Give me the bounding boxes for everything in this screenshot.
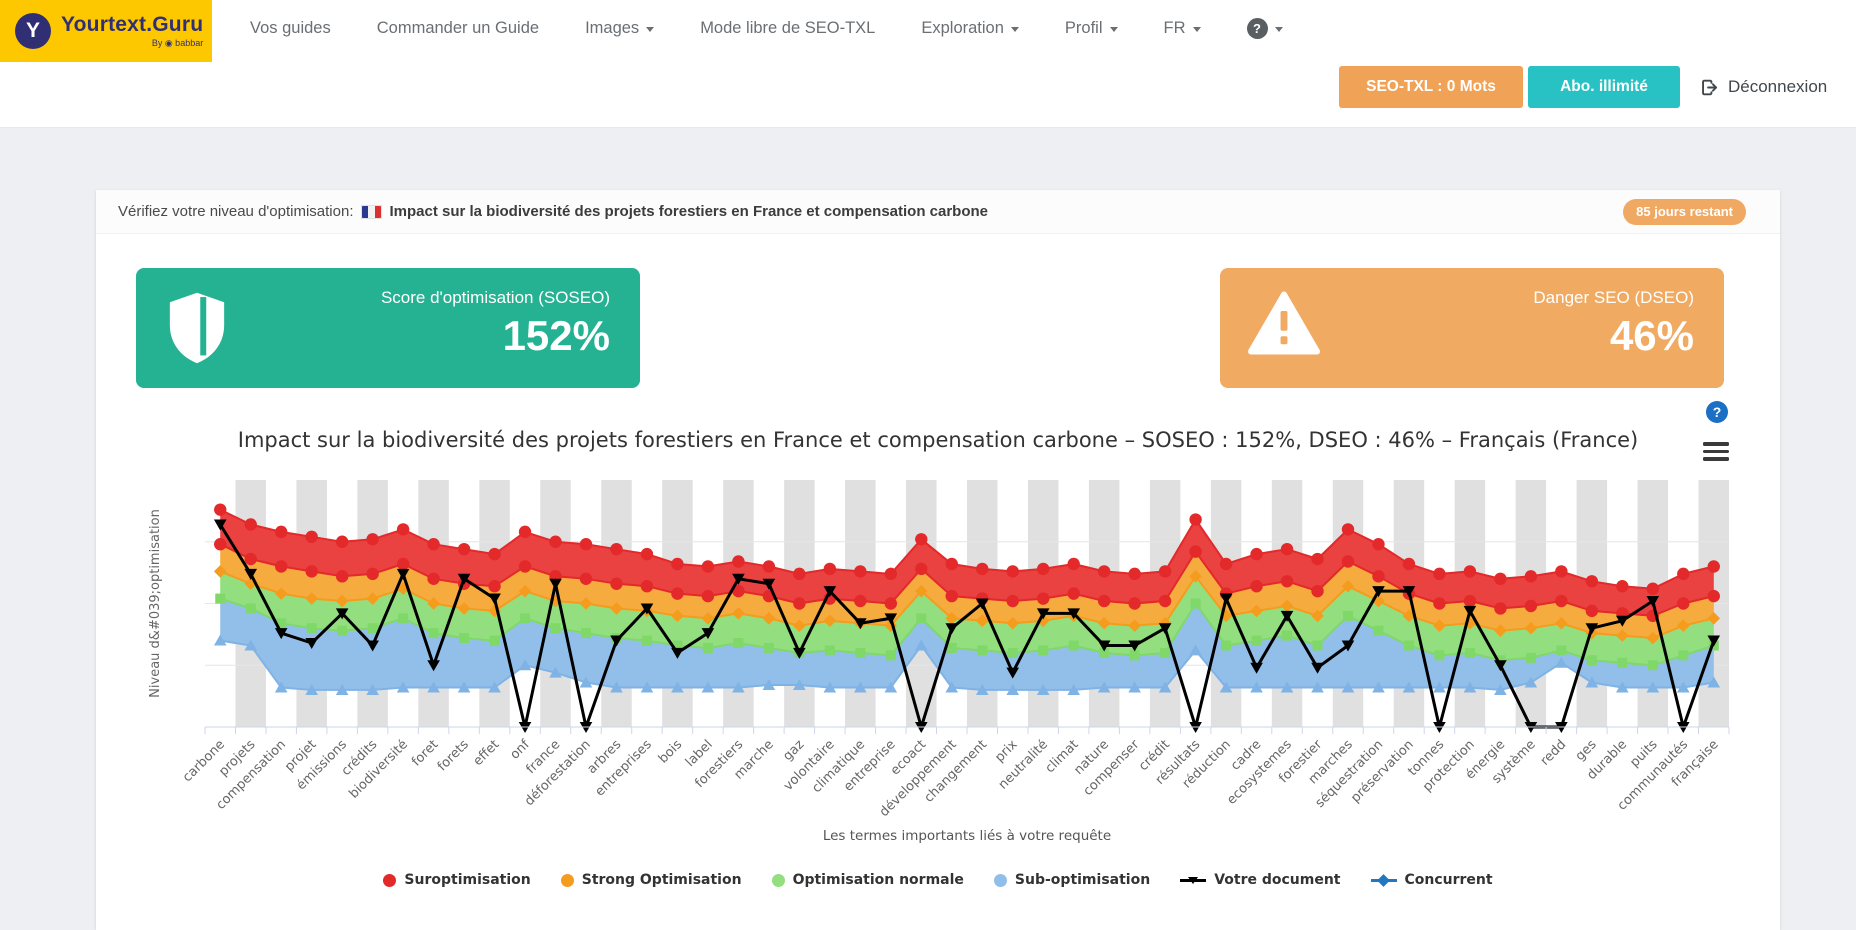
nav-item-label: Exploration: [921, 18, 1004, 37]
shield-icon: [169, 292, 225, 364]
dseo-value: 46%: [1609, 312, 1694, 359]
x-axis-title: Les termes importants liés à votre requê…: [823, 828, 1111, 844]
nav-item-label: FR: [1163, 18, 1186, 37]
nav-item-label: Images: [585, 18, 640, 37]
france-flag-icon: [361, 204, 383, 219]
brand-name: Yourtext.Guru: [61, 13, 204, 36]
boundary-sur-high: [214, 503, 1720, 595]
nav-item-images[interactable]: Images: [585, 18, 655, 38]
seo-chart: carboneprojetscompensationprojetémission…: [148, 480, 1730, 844]
nav-item-help-circle[interactable]: ?: [1246, 17, 1283, 39]
subscription-button[interactable]: Abo. illimité: [1528, 66, 1680, 108]
series-votre-document: [213, 519, 1721, 733]
nav-item-label: Profil: [1064, 18, 1103, 37]
seo-txl-words-button[interactable]: SEO-TXL : 0 Mots: [1339, 66, 1523, 108]
legend-item-sub-optimisation[interactable]: Sub-optimisation: [993, 872, 1151, 888]
chevron-down-icon: [646, 26, 655, 32]
brand-byline: By ◉ babbar: [151, 38, 204, 48]
nav-item-label: Commander un Guide: [376, 18, 540, 37]
logout-label: Déconnexion: [1728, 77, 1828, 96]
nav-item-mode-libre-de-seo-txl[interactable]: Mode libre de SEO-TXL: [700, 19, 875, 38]
nav-item-profil[interactable]: Profil: [1065, 19, 1118, 38]
legend-label: Votre document: [1214, 872, 1341, 888]
sign-out-icon: [1702, 79, 1718, 95]
legend-circle-icon: [771, 873, 785, 887]
legend-label: Optimisation normale: [792, 872, 964, 888]
chevron-down-icon: [1109, 26, 1118, 32]
x-axis: [204, 726, 1730, 734]
nav-item-vos-guides[interactable]: Vos guides: [250, 19, 331, 38]
x-axis-label: carbone: [180, 737, 228, 785]
brand-text: Yourtext.Guru By ◉ babbar: [61, 13, 203, 49]
help-icon: ?: [1246, 17, 1268, 39]
x-axis-label: effet: [471, 737, 503, 769]
soseo-value: 152%: [502, 312, 610, 359]
boundary-sub-low: [213, 634, 1721, 695]
x-axis-label: onf: [508, 737, 534, 763]
x-axis-labels: carboneprojetscompensationprojetémission…: [180, 737, 1722, 820]
optimization-panel: Vérifiez votre niveau d'optimisation: Im…: [96, 190, 1780, 930]
legend-label: Strong Optimisation: [581, 872, 742, 888]
main-menu: Vos guides Commander un Guide Images Mode l…: [250, 0, 1283, 56]
x-axis-label: forets: [435, 737, 472, 774]
soseo-card: Score d'optimisation (SOSEO) 152%: [136, 268, 640, 388]
legend-item-suroptimisation[interactable]: Suroptimisation: [383, 872, 531, 888]
legend-circle-icon: [993, 873, 1007, 887]
brand-logo[interactable]: Y Yourtext.Guru By ◉ babbar: [0, 0, 212, 62]
navbar: Y Yourtext.Guru By ◉ babbar Vos guides Co…: [0, 0, 1856, 128]
x-axis-label: redd: [1538, 737, 1570, 769]
chevron-down-icon: [1192, 26, 1201, 32]
panel-header: Vérifiez votre niveau d'optimisation: Im…: [96, 190, 1780, 234]
legend-line-triangle-icon: [1180, 874, 1207, 887]
legend-item-concurrent[interactable]: Concurrent: [1370, 872, 1493, 888]
legend-label: Concurrent: [1404, 872, 1493, 888]
nav-item-exploration[interactable]: Exploration: [921, 19, 1019, 38]
legend-line-diamond-icon: [1370, 873, 1397, 887]
band-suroptimisation: [220, 509, 1714, 616]
chart-help-icon[interactable]: ?: [1706, 401, 1728, 423]
y-axis-title: Niveau d&#039;optimisation: [148, 509, 163, 698]
chart-title: Impact sur la biodiversité des projets f…: [237, 428, 1639, 452]
legend-item-strong-optimisation[interactable]: Strong Optimisation: [560, 872, 742, 888]
legend-circle-icon: [383, 873, 397, 887]
chart-legend: Suroptimisation Strong Optimisation Optimi…: [96, 872, 1780, 888]
chevron-down-icon: [1274, 26, 1283, 32]
soseo-label: Score d'optimisation (SOSEO): [380, 288, 610, 307]
warning-icon: [1248, 291, 1320, 355]
band-sub-optimisation: [220, 598, 1714, 690]
query-title: Impact sur la biodiversité des projets f…: [389, 203, 989, 220]
logout-button[interactable]: Déconnexion: [1700, 66, 1827, 108]
x-axis-label: bois: [656, 737, 686, 767]
nav-item-commander-un-guide[interactable]: Commander un Guide: [377, 19, 539, 38]
dseo-label: Danger SEO (DSEO): [1533, 288, 1694, 307]
nav-item-fr[interactable]: FR: [1164, 19, 1201, 38]
legend-label: Suroptimisation: [404, 872, 531, 888]
legend-item-votre-document[interactable]: Votre document: [1180, 872, 1341, 888]
legend-item-optimisation-normale[interactable]: Optimisation normale: [771, 872, 964, 888]
legend-label: Sub-optimisation: [1014, 872, 1151, 888]
chevron-down-icon: [1010, 26, 1019, 32]
days-remaining-badge: 85 jours restant: [1623, 199, 1746, 225]
legend-circle-icon: [560, 873, 574, 887]
nav-item-label: Vos guides: [250, 18, 331, 37]
chart-menu-icon[interactable]: [1703, 442, 1729, 465]
dseo-card: Danger SEO (DSEO) 46%: [1220, 268, 1724, 388]
verify-label: Vérifiez votre niveau d'optimisation:: [118, 203, 354, 220]
brand-icon: Y: [15, 13, 51, 49]
nav-item-label: Mode libre de SEO-TXL: [700, 18, 876, 37]
